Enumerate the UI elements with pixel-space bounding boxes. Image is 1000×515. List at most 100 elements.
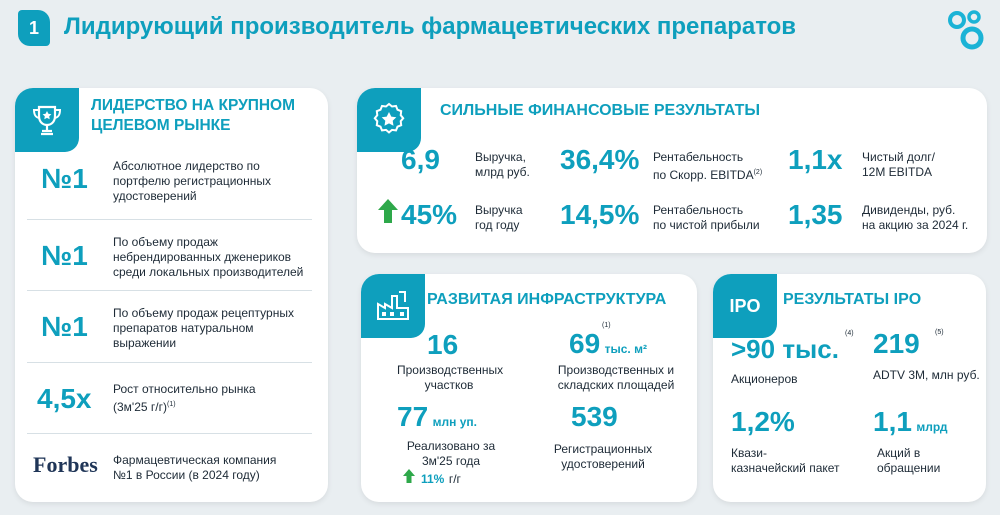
leadership-text-1-line3: удостоверений: [113, 189, 197, 203]
sites-label-line2: участков: [424, 378, 474, 392]
area-label: Производственных и складских площадей: [551, 363, 681, 393]
trophy-icon: [32, 105, 62, 136]
dividend-label-line2: на акцию за 2024 г.: [862, 218, 969, 232]
leadership-value-1: №1: [41, 163, 88, 194]
net-debt-label-line2: 12M EBITDA: [862, 165, 933, 179]
leadership-text-1-line2: портфелю регистрационных: [113, 174, 271, 188]
leadership-text-4-note: (1): [166, 401, 176, 408]
leadership-text-2: По объему продаж небрендированных дженер…: [113, 235, 303, 280]
revenue-growth-value: 45%: [401, 199, 458, 230]
sites-label-line1: Производственных: [397, 363, 504, 377]
packages-value: 77: [397, 401, 429, 432]
area-value: 69: [569, 328, 601, 359]
free-float-value-row: 1,1 млрд: [873, 406, 948, 438]
leadership-text-2-line2: небрендированных дженериков: [113, 250, 292, 264]
infrastructure-title: РАЗВИТАЯ ИНФРАСТРУКТУРА: [427, 291, 667, 308]
ipo-badge-label: IPO: [729, 295, 761, 316]
ebitda-margin-label-line2: по Скорр. EBITDA: [653, 168, 754, 182]
revenue-growth-label-line2: год году: [475, 218, 520, 232]
packages-label-line2: 3м'25 года: [421, 454, 481, 468]
leadership-text-1-line1: Абсолютное лидерство по: [113, 159, 260, 173]
financial-card: СИЛЬНЫЕ ФИНАНСОВЫЕ РЕЗУЛЬТАТЫ 6,9 Выручк…: [357, 88, 987, 253]
leadership-title-line2: ЦЕЛЕВОМ РЫНКЕ: [91, 117, 231, 134]
leadership-text-3: По объему продаж рецептурных препаратов …: [113, 306, 294, 351]
area-unit: тыс. м²: [604, 342, 647, 356]
net-margin-value: 14,5%: [560, 199, 640, 230]
award-icon: [373, 102, 405, 134]
treasury-label-line1: Квази-: [731, 446, 767, 460]
ipo-card: IPO РЕЗУЛЬТАТЫ IPO >90 тыс. (4) Акционер…: [713, 274, 986, 502]
certificates-label: Регистрационных удостоверений: [547, 442, 659, 472]
header-number-badge: 1: [18, 10, 50, 46]
forbes-text: Фармацевтическая компания №1 в России (в…: [113, 453, 276, 483]
company-logo-icon: [948, 10, 984, 50]
revenue-value: 6,9: [401, 144, 440, 175]
leadership-text-2-line1: По объему продаж: [113, 235, 218, 249]
treasury-value: 1,2%: [731, 406, 795, 437]
shareholders-note: (4): [845, 330, 854, 337]
leadership-text-1: Абсолютное лидерство по портфелю регистр…: [113, 159, 271, 204]
leadership-text-2-line3: среди локальных производителей: [113, 265, 304, 279]
leadership-title-line1: ЛИДЕРСТВО НА КРУПНОМ: [91, 97, 296, 114]
ipo-title: РЕЗУЛЬТАТЫ IPO: [783, 291, 922, 308]
leadership-value-4: 4,5x: [37, 383, 92, 414]
certificates-value: 539: [571, 401, 618, 432]
growth-arrow-icon: [378, 199, 398, 223]
net-margin-label-line1: Рентабельность: [653, 203, 744, 217]
free-float-label-line2: обращении: [877, 461, 941, 475]
packages-unit: млн уп.: [432, 415, 477, 429]
leadership-text-4: Рост относительно рынка (3м'25 г/г)(1): [113, 382, 256, 415]
treasury-label-line2: казначейский пакет: [731, 461, 840, 475]
sites-label: Производственных участков: [397, 363, 504, 393]
leadership-divider-2: [27, 290, 312, 291]
leadership-text-4-line1: Рост относительно рынка: [113, 382, 256, 396]
leadership-text-3-line2: препаратов натуральном: [113, 321, 254, 335]
net-debt-label-line1: Чистый долг/: [862, 150, 935, 164]
award-icon-badge: [357, 88, 421, 152]
shareholders-value: >90 тыс.: [731, 334, 839, 364]
packages-value-row: 77 млн уп.: [397, 401, 477, 433]
leadership-title: ЛИДЕРСТВО НА КРУПНОМ ЦЕЛЕВОМ РЫНКЕ: [91, 96, 295, 136]
leadership-divider-1: [27, 219, 312, 220]
free-float-label-line1: Акций в: [877, 446, 921, 460]
certificates-label-line2: удостоверений: [561, 457, 645, 471]
revenue-label: Выручка, млрд руб.: [475, 150, 530, 180]
page-title: Лидирующий производитель фармацевтически…: [64, 13, 797, 40]
ebitda-margin-note: (2): [753, 169, 763, 176]
financial-title: СИЛЬНЫЕ ФИНАНСОВЫЕ РЕЗУЛЬТАТЫ: [440, 102, 761, 119]
packages-growth: 11% г/г: [421, 470, 461, 488]
packages-growth-arrow-icon: [403, 469, 415, 483]
treasury-label: Квази- казначейский пакет: [731, 446, 840, 476]
forbes-text-line1: Фармацевтическая компания: [113, 453, 277, 467]
net-debt-value: 1,1x: [788, 144, 843, 175]
leadership-value-2: №1: [41, 240, 88, 271]
infrastructure-card: РАЗВИТАЯ ИНФРАСТРУКТУРА 16 Производствен…: [361, 274, 697, 502]
leadership-text-4-line2: (3м'25 г/г): [113, 400, 167, 414]
shareholders-label: Акционеров: [731, 372, 798, 386]
trophy-icon-badge: [15, 88, 79, 152]
free-float-unit: млрд: [916, 420, 948, 434]
net-margin-label: Рентабельность по чистой прибыли: [653, 203, 760, 233]
dividend-label: Дивиденды, руб. на акцию за 2024 г.: [862, 203, 968, 233]
packages-growth-unit: г/г: [448, 472, 461, 486]
ipo-badge: IPO: [713, 274, 777, 338]
factory-icon-badge: [361, 274, 425, 338]
leadership-card: ЛИДЕРСТВО НА КРУПНОМ ЦЕЛЕВОМ РЫНКЕ №1 Аб…: [15, 88, 328, 502]
ebitda-margin-value: 36,4%: [560, 144, 640, 175]
leadership-text-3-line3: выражении: [113, 336, 177, 350]
free-float-value: 1,1: [873, 406, 912, 437]
adtv-note: (5): [935, 329, 944, 336]
leadership-text-3-line1: По объему продаж рецептурных: [113, 306, 294, 320]
area-label-line2: складских площадей: [557, 378, 675, 392]
revenue-label-line2: млрд руб.: [475, 165, 530, 179]
forbes-logo: Forbes: [33, 452, 98, 477]
forbes-text-line2: №1 в России (в 2024 году): [113, 468, 260, 482]
leadership-divider-4: [27, 433, 312, 434]
free-float-label: Акций в обращении: [877, 446, 940, 476]
leadership-value-3: №1: [41, 311, 88, 342]
area-label-line1: Производственных и: [557, 363, 675, 377]
adtv-value: 219: [873, 328, 920, 359]
packages-label-line1: Реализовано за: [406, 439, 496, 453]
net-margin-label-line2: по чистой прибыли: [653, 218, 760, 232]
packages-growth-value: 11%: [421, 472, 445, 486]
